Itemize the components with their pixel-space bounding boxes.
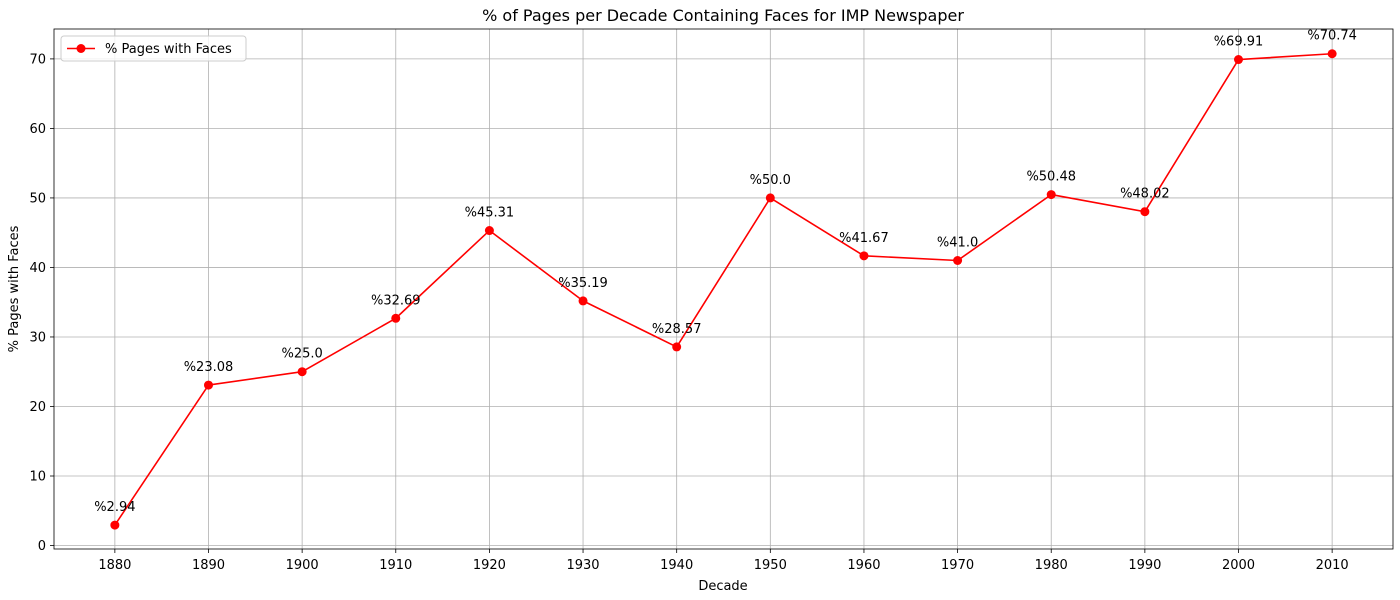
x-tick-label: 2000 xyxy=(1222,558,1255,573)
data-point xyxy=(672,342,682,352)
x-tick-label: 1960 xyxy=(847,558,880,573)
y-tick-label: 30 xyxy=(29,330,46,345)
data-label: %45.31 xyxy=(465,206,515,221)
y-tick-label: 60 xyxy=(29,122,46,137)
legend-box xyxy=(60,35,247,62)
data-point xyxy=(578,296,588,306)
x-tick-label: 1910 xyxy=(379,558,412,573)
y-tick-label: 0 xyxy=(38,539,46,554)
data-point xyxy=(1327,49,1337,59)
data-point xyxy=(391,313,401,323)
grid xyxy=(54,29,1393,549)
x-tick-label: 1970 xyxy=(941,558,974,573)
data-point xyxy=(204,380,213,390)
y-tick-label: 40 xyxy=(29,261,46,276)
data-labels: %2.94 %23.08 %25.0 %32.69 %45.31 %35.19 %28.57… xyxy=(94,29,1357,515)
x-tick-label: 1940 xyxy=(660,558,693,573)
plot-frame xyxy=(53,28,1394,550)
axes: 1880 1890 1900 1910 1920 1930 1940 1950 1960 1970… xyxy=(29,28,1394,573)
legend: % Pages with Faces xyxy=(60,35,247,62)
legend-marker-swatch xyxy=(76,44,86,53)
data-point xyxy=(953,255,963,265)
x-tick-label: 1890 xyxy=(192,558,225,573)
data-point xyxy=(1140,207,1150,217)
data-point xyxy=(1234,55,1243,65)
data-point xyxy=(297,367,307,377)
chart-title: % of Pages per Decade Containing Faces f… xyxy=(482,6,964,25)
data-point xyxy=(859,251,869,261)
data-label: %69.91 xyxy=(1214,35,1264,50)
x-tick-label: 1980 xyxy=(1035,558,1068,573)
x-tick-label: 1900 xyxy=(286,558,319,573)
data-label: %70.74 xyxy=(1307,29,1357,44)
y-tick-label: 70 xyxy=(29,52,46,67)
series-line xyxy=(114,52,1333,526)
data-label: %48.02 xyxy=(1120,187,1170,202)
data-label: %50.0 xyxy=(750,173,791,188)
x-tick-label: 1930 xyxy=(566,558,599,573)
data-label: %2.94 xyxy=(94,500,135,515)
data-label: %41.0 xyxy=(937,235,978,250)
data-point xyxy=(484,226,494,236)
data-label: %32.69 xyxy=(371,293,421,308)
x-tick-label: 1880 xyxy=(98,558,131,573)
data-label: %28.57 xyxy=(652,322,702,337)
data-label: %50.48 xyxy=(1026,170,1076,185)
x-tick-label: 1920 xyxy=(473,558,506,573)
x-tick-label: 1950 xyxy=(754,558,787,573)
data-label: %25.0 xyxy=(281,347,322,362)
y-tick-label: 50 xyxy=(29,191,46,206)
data-label: %23.08 xyxy=(184,360,234,375)
data-label: %35.19 xyxy=(558,276,608,291)
x-axis-label: Decade xyxy=(698,579,747,594)
x-tick-label: 1990 xyxy=(1128,558,1161,573)
data-label: %41.67 xyxy=(839,231,889,246)
y-tick-label: 10 xyxy=(29,470,46,485)
series-layer xyxy=(110,49,1337,530)
data-point xyxy=(1046,190,1056,200)
y-tick-label: 20 xyxy=(29,400,46,415)
x-tick-label: 2010 xyxy=(1316,558,1349,573)
data-point xyxy=(765,193,775,203)
data-point xyxy=(110,520,120,530)
y-axis-label: % Pages with Faces xyxy=(7,225,22,352)
legend-label: % Pages with Faces xyxy=(105,42,232,57)
